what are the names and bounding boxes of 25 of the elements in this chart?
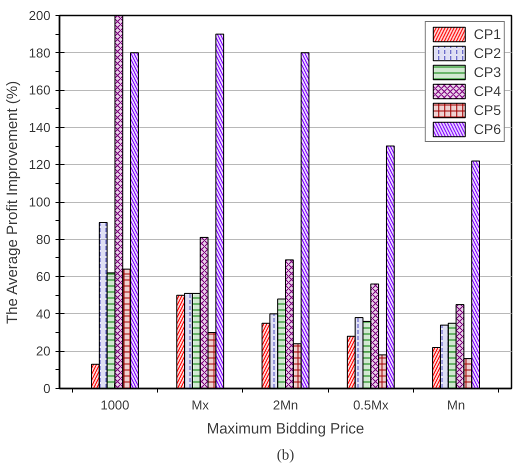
text: (b) — [276, 448, 294, 464]
y-tick-label: 120 — [28, 157, 51, 172]
y-tick-label: 80 — [36, 232, 51, 247]
legend-label: CP1 — [474, 26, 501, 42]
x-tick-label: Mx — [192, 398, 210, 412]
legend-label: CP2 — [474, 45, 501, 61]
y-tick-label: 160 — [28, 82, 51, 98]
y-tick-label: 20 — [36, 344, 51, 359]
legend-label: CP3 — [474, 64, 501, 80]
x-tick-label: 0.5Mx — [353, 398, 389, 412]
y-tick-label: 140 — [28, 120, 51, 135]
y-tick-label: 180 — [28, 45, 51, 60]
y-axis-title: The Average Profit Improvement (%) — [4, 80, 21, 324]
x-tick-label: Mn — [447, 398, 466, 412]
legend-label: CP5 — [474, 102, 501, 118]
y-tick-label: 0 — [43, 381, 51, 396]
y-tick-label: 200 — [28, 8, 51, 23]
legend-label: CP6 — [474, 121, 501, 137]
y-tick-label: 100 — [28, 194, 51, 210]
legend-label: CP4 — [474, 83, 501, 99]
y-tick-label: 40 — [36, 306, 51, 322]
x-tick-label: 2Mn — [272, 398, 298, 412]
x-axis-title: Maximum Bidding Price — [206, 420, 364, 438]
y-tick-label: 60 — [36, 269, 51, 284]
x-tick-label: 1000 — [100, 398, 130, 412]
